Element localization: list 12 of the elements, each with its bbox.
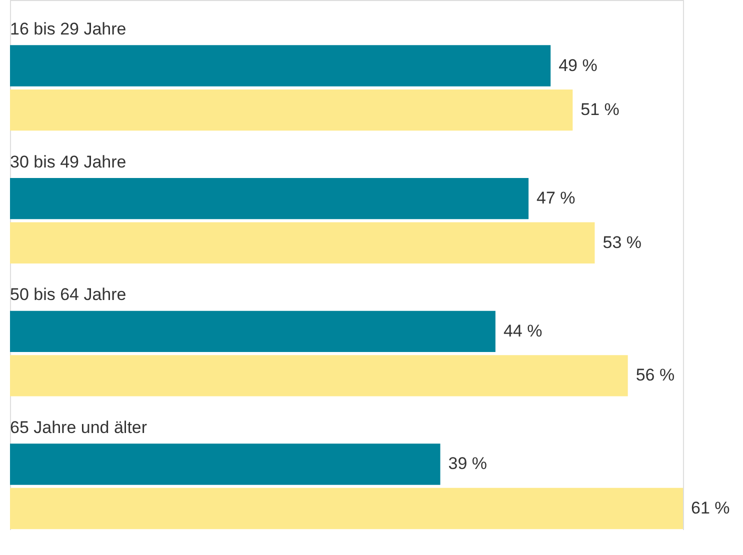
data-label: 39 % — [448, 454, 488, 474]
data-label: 53 % — [602, 232, 642, 252]
y-tick-label: 30 bis 49 Jahre — [10, 152, 126, 172]
y-tick-label: 16 bis 29 Jahre — [10, 19, 126, 38]
y-tick-label: 50 bis 64 Jahre — [10, 285, 126, 304]
y-tick-label: 65 Jahre und älter — [10, 418, 148, 437]
data-label: 49 % — [558, 56, 598, 75]
data-label: 51 % — [580, 100, 620, 120]
data-label: 61 % — [691, 498, 730, 518]
data-label: 47 % — [536, 188, 576, 208]
data-label: 44 % — [503, 321, 542, 340]
data-label: 56 % — [636, 366, 675, 385]
